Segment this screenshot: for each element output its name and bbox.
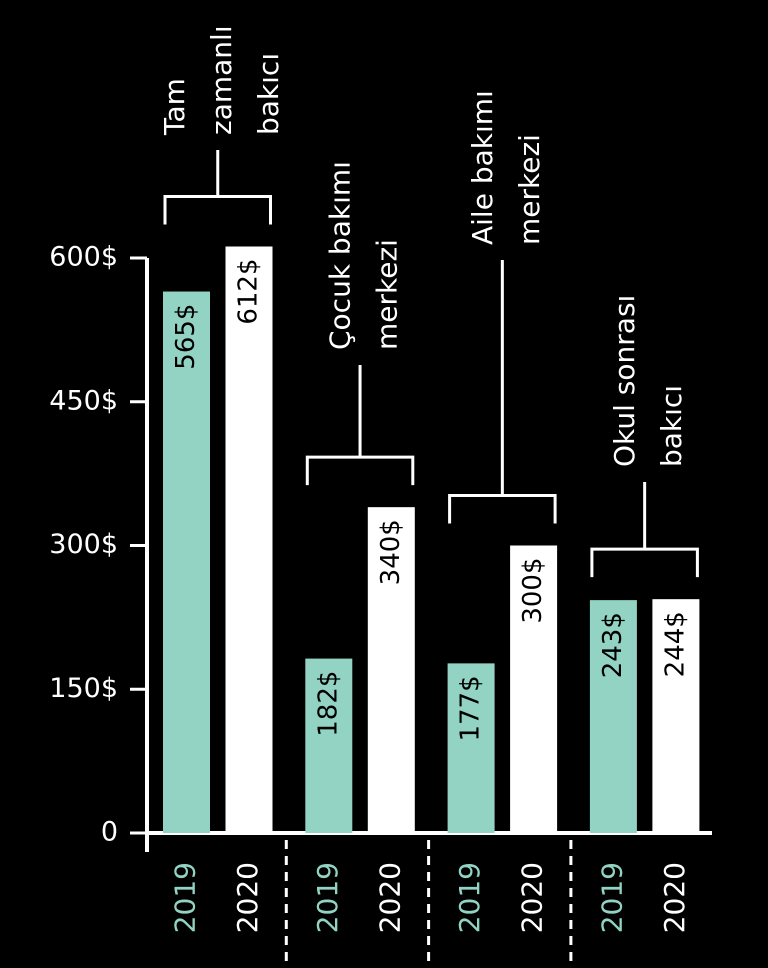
bracket [590,482,699,578]
y-tick-label: 300$ [49,529,118,560]
category-label: zamanlı [205,25,238,135]
category-label: Okul sonrası [608,295,641,467]
bracket [163,150,272,225]
value-label: 300$ [518,558,548,624]
category-label: bakıcı [252,53,285,135]
category-label: Çocuk bakımı [324,161,357,350]
bar [447,663,495,833]
x-tick-label: 2020 [516,862,549,933]
bar [652,599,700,833]
value-label: 244$ [660,611,690,677]
category-label: Tam [158,78,191,136]
value-label: 182$ [313,671,343,737]
bar [305,658,353,833]
value-label: 612$ [234,259,264,325]
value-label: 243$ [598,612,628,678]
y-tick-label: 450$ [49,385,118,416]
bracket [305,365,415,486]
x-tick-label: 2019 [311,862,344,933]
category-label: merkezi [513,134,546,245]
x-tick-label: 2020 [373,862,406,933]
value-label: 565$ [171,304,201,370]
x-tick-label: 2020 [231,862,264,933]
x-tick-label: 2020 [658,862,691,933]
bar [367,507,415,833]
bar [225,246,273,833]
bar [163,291,210,834]
bracket [448,260,557,524]
category-label: Aile bakımı [466,90,499,245]
bar [510,545,558,833]
x-tick-label: 2019 [453,862,486,933]
category-label: merkezi [371,239,404,350]
y-tick-label: 0 [101,817,118,848]
y-tick-label: 600$ [49,242,118,273]
x-tick-label: 2019 [169,862,202,933]
y-tick-label: 150$ [49,673,118,704]
category-label: bakıcı [655,385,688,467]
x-tick-label: 2019 [595,862,628,933]
bar [589,600,637,833]
value-label: 177$ [456,675,486,741]
value-label: 340$ [376,519,406,585]
